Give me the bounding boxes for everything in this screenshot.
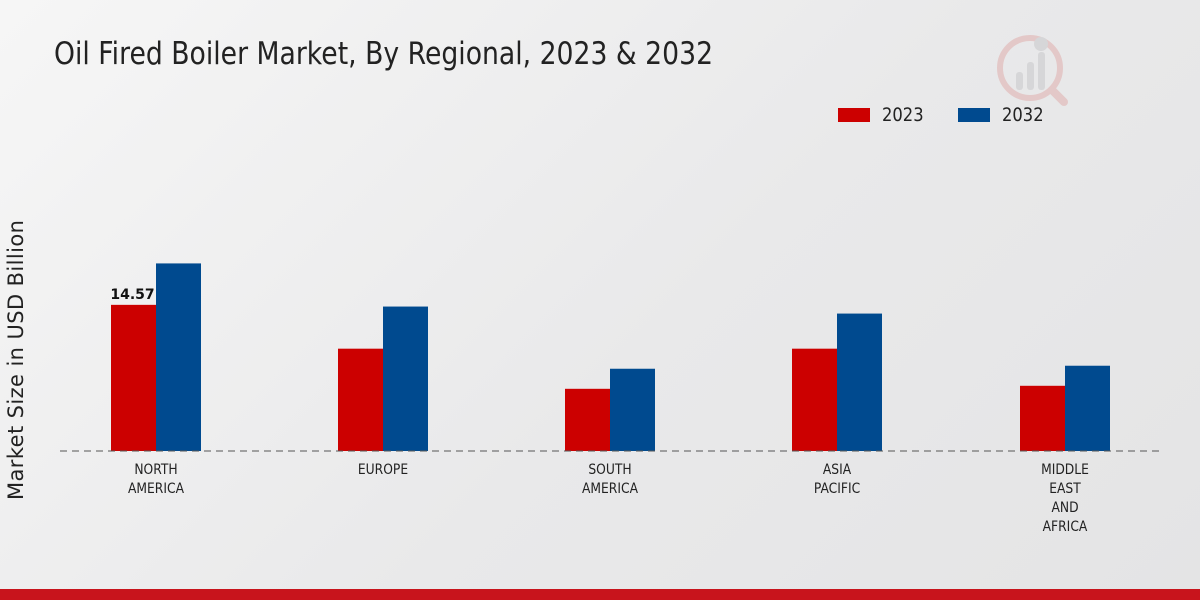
x-tick-label-1: EUROPE	[358, 462, 408, 478]
bar-2032-1	[383, 306, 428, 451]
bar-2023-4	[1020, 385, 1065, 451]
legend-label-2023: 2023	[882, 104, 924, 126]
legend-swatch-2023	[838, 108, 870, 122]
bar-2032-4	[1065, 365, 1110, 451]
bar-2032-3	[837, 313, 882, 451]
chart-title: Oil Fired Boiler Market, By Regional, 20…	[54, 36, 714, 72]
legend-swatch-2032	[958, 108, 990, 122]
legend-label-2032: 2032	[1002, 104, 1044, 126]
x-tick-label-0: NORTH AMERICA	[128, 462, 184, 497]
x-tick-label-2: SOUTH AMERICA	[582, 462, 638, 497]
x-tick-label-3: ASIA PACIFIC	[814, 462, 860, 497]
bar-2023-3	[792, 348, 837, 451]
x-tick-label-4: MIDDLE EAST AND AFRICA	[1041, 462, 1089, 535]
bar-2032-0	[156, 263, 201, 451]
bar-2023-1	[338, 348, 383, 451]
bar-2023-2	[565, 388, 610, 451]
data-label-0: 14.57	[110, 287, 154, 303]
bar-2032-2	[610, 368, 655, 451]
watermark-logo-icon	[997, 35, 1068, 106]
footer-bar	[0, 589, 1200, 600]
bar-2023-0	[111, 304, 156, 451]
